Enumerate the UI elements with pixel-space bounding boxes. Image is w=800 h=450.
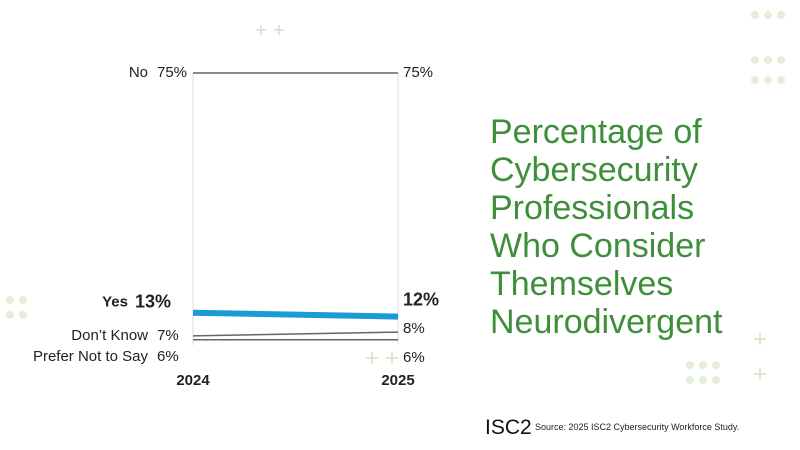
source: Source: 2025 ISC2 Cybersecurity Workforc… xyxy=(535,422,740,432)
series-label: Yes xyxy=(102,294,128,311)
value-label: 6% xyxy=(403,349,425,366)
x-tick-label: 2024 xyxy=(176,372,210,389)
logo: ISC2 xyxy=(485,416,532,439)
series-line xyxy=(192,331,399,337)
series-label: Prefer Not to Say xyxy=(33,348,149,365)
value-label: 6% xyxy=(157,348,179,365)
value-label: 75% xyxy=(157,64,187,81)
series-label: Don’t Know xyxy=(71,327,148,344)
value-label: 75% xyxy=(403,64,433,81)
decoration xyxy=(6,11,785,384)
series-label: No xyxy=(129,64,148,81)
decoration xyxy=(256,25,766,380)
value-label: 12% xyxy=(403,289,439,309)
value-label: 7% xyxy=(157,327,179,344)
value-label: 8% xyxy=(403,320,425,337)
chart-title: Percentage of Cybersecurity Professional… xyxy=(490,113,723,341)
series-line xyxy=(192,309,399,320)
value-label: 13% xyxy=(135,291,171,311)
x-tick-label: 2025 xyxy=(381,372,414,389)
